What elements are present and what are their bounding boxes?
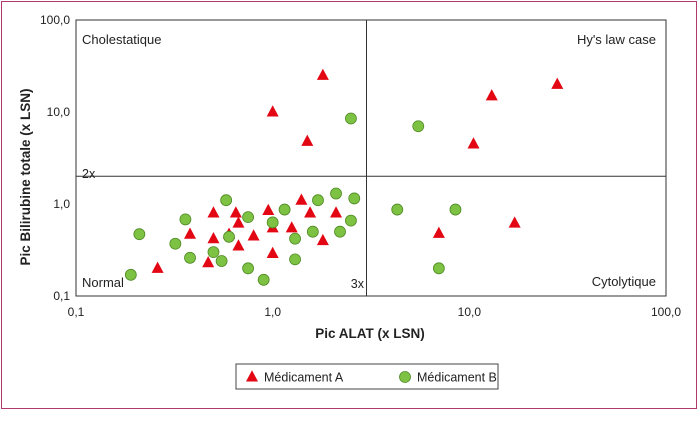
- legend-circle-icon: [399, 371, 411, 383]
- x-tick-label: 100,0: [651, 305, 681, 319]
- threshold-label-2x: 2x: [82, 167, 96, 181]
- legend-box: [235, 363, 499, 390]
- triangle-marker: [301, 134, 314, 146]
- y-tick-label: 1,0: [53, 197, 70, 211]
- y-tick-label: 100,0: [40, 13, 70, 27]
- triangle-marker: [432, 226, 445, 238]
- triangle-marker: [316, 233, 329, 246]
- circle-marker: [312, 194, 324, 207]
- circle-marker: [345, 214, 357, 227]
- series-medicament-b: [124, 112, 462, 286]
- triangle-marker: [232, 239, 245, 251]
- legend-triangle-icon: [246, 370, 258, 382]
- triangle-marker: [207, 206, 220, 218]
- triangle-marker: [229, 206, 242, 218]
- circle-marker: [133, 228, 146, 241]
- circle-marker: [306, 225, 319, 238]
- triangle-marker: [266, 246, 279, 258]
- triangle-marker: [467, 137, 480, 149]
- circle-marker: [266, 216, 279, 229]
- circle-marker: [124, 268, 137, 281]
- circle-marker: [334, 225, 346, 238]
- triangle-marker: [266, 105, 279, 117]
- figure-frame: [1, 1, 697, 409]
- triangle-marker: [285, 221, 298, 233]
- triangle-marker: [262, 203, 275, 216]
- triangle-marker: [295, 193, 308, 205]
- triangle-marker: [508, 216, 521, 228]
- triangle-marker: [202, 256, 215, 268]
- circle-marker: [278, 203, 291, 216]
- circle-marker: [220, 194, 233, 207]
- series-medicament-a: [151, 68, 564, 273]
- legend-label: Médicament A: [264, 371, 344, 385]
- triangle-marker: [232, 216, 245, 228]
- triangle-marker: [316, 68, 329, 80]
- circle-marker: [330, 187, 342, 200]
- triangle-marker: [151, 261, 164, 273]
- triangle-marker: [184, 227, 197, 239]
- circle-marker: [257, 273, 270, 286]
- circle-marker: [179, 213, 192, 226]
- y-axis-title: Pic Bilirubine totale (x LSN): [18, 88, 33, 265]
- triangle-marker: [330, 206, 343, 218]
- x-tick-label: 1,0: [264, 305, 281, 319]
- threshold-label-3x: 3x: [351, 277, 365, 291]
- circle-marker: [412, 120, 425, 133]
- triangle-marker: [551, 77, 564, 89]
- circle-marker: [207, 246, 220, 259]
- circle-marker: [391, 203, 404, 216]
- legend-label: Médicament B: [417, 371, 497, 385]
- circle-marker: [345, 112, 357, 125]
- circle-marker: [215, 255, 228, 267]
- circle-marker: [242, 262, 254, 275]
- circle-marker: [184, 251, 196, 264]
- triangle-marker: [304, 206, 317, 218]
- triangle-marker: [485, 89, 498, 101]
- circle-marker: [289, 253, 301, 266]
- x-tick-label: 10,0: [458, 305, 482, 319]
- y-tick-label: 0,1: [53, 289, 70, 303]
- plot-area: [75, 19, 667, 297]
- circle-marker: [348, 192, 361, 205]
- circle-marker: [432, 262, 445, 275]
- quadrant-label-cytolytic: Cytolytique: [592, 274, 656, 289]
- x-axis-title: Pic ALAT (x LSN): [315, 326, 425, 341]
- quadrant-label-normal: Normal: [82, 275, 124, 290]
- triangle-marker: [247, 229, 260, 241]
- circle-marker: [289, 232, 301, 245]
- plot-border: [75, 19, 667, 297]
- x-tick-label: 0,1: [68, 305, 85, 319]
- circle-marker: [169, 237, 182, 250]
- triangle-marker: [207, 231, 220, 244]
- quadrant-label-cholestatic: Cholestatique: [82, 32, 162, 47]
- circle-marker: [223, 230, 235, 243]
- circle-marker: [242, 211, 254, 224]
- axis-ticks: 0,1 1,0 10,0 100,0 0,1 1,0 10,0 100,0: [40, 13, 681, 319]
- legend: Médicament A Médicament B: [235, 363, 499, 390]
- y-tick-label: 10,0: [47, 105, 71, 119]
- quadrant-label-hys-law: Hy's law case: [577, 32, 656, 47]
- circle-marker: [449, 203, 462, 216]
